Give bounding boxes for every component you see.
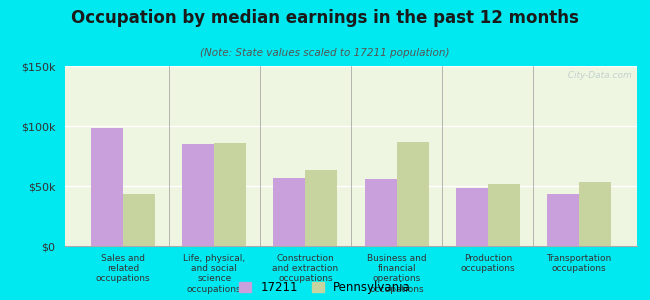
Text: (Note: State values scaled to 17211 population): (Note: State values scaled to 17211 popu… [200,48,450,58]
Bar [91,128,123,246]
Bar [547,194,579,246]
Bar [396,142,428,246]
Bar [306,170,337,246]
Bar [579,182,611,246]
Bar [214,143,246,246]
Text: Occupation by median earnings in the past 12 months: Occupation by median earnings in the pas… [71,9,579,27]
Text: City-Data.com: City-Data.com [562,71,631,80]
Legend: 17211, Pennsylvania: 17211, Pennsylvania [239,281,411,294]
Bar [365,179,396,246]
Bar [274,178,305,246]
Bar [456,188,488,246]
Bar [182,144,214,246]
Bar [123,194,155,246]
Bar [488,184,520,246]
